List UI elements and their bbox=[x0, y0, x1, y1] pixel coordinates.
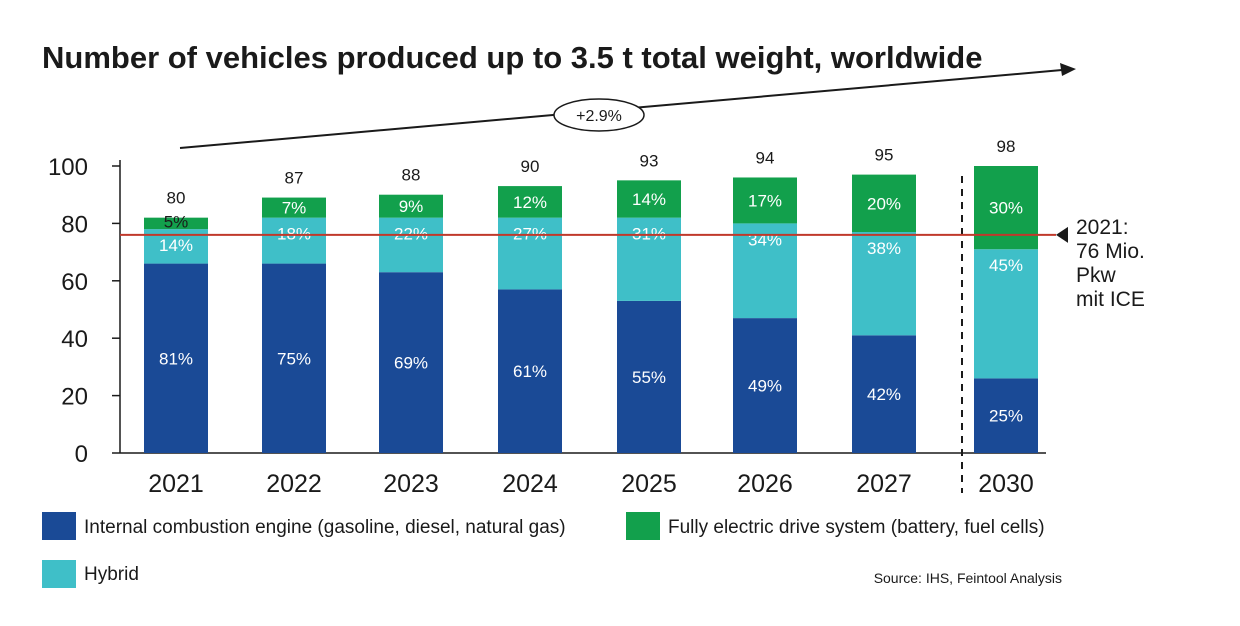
total-label: 93 bbox=[640, 151, 659, 170]
bar-segment bbox=[617, 300, 681, 453]
legend-label: Hybrid bbox=[84, 564, 139, 585]
data-label: 49% bbox=[748, 377, 782, 396]
chart-title: Number of vehicles produced up to 3.5 t … bbox=[42, 40, 982, 75]
legend-label: Fully electric drive system (battery, fu… bbox=[668, 517, 1045, 538]
data-label: 34% bbox=[748, 230, 782, 249]
y-tick-label: 100 bbox=[48, 154, 88, 181]
data-label: 55% bbox=[632, 368, 666, 387]
total-label: 98 bbox=[997, 137, 1016, 156]
bar-segment bbox=[379, 194, 443, 218]
x-tick-label: 2026 bbox=[737, 470, 793, 498]
bar-segment bbox=[852, 335, 916, 453]
bars: 81%14%5%8075%18%7%8769%22%9%8861%27%12%9… bbox=[144, 137, 1038, 493]
x-tick-label: 2023 bbox=[383, 470, 439, 498]
bar-segment bbox=[617, 217, 681, 301]
data-label: 75% bbox=[277, 349, 311, 368]
legend-swatch bbox=[42, 512, 76, 540]
growth-label: +2.9% bbox=[576, 108, 622, 125]
total-label: 87 bbox=[285, 169, 304, 188]
legend: Internal combustion engine (gasoline, di… bbox=[42, 512, 1045, 588]
x-tick-label: 2022 bbox=[266, 470, 322, 498]
bar-segment bbox=[852, 232, 916, 336]
x-tick-label: 2024 bbox=[502, 470, 558, 498]
growth-badge bbox=[553, 98, 645, 132]
bar-stack-2025: 55%31%14%93 bbox=[617, 151, 681, 453]
legend-swatch bbox=[42, 560, 76, 588]
bar-segment bbox=[733, 177, 797, 224]
data-label: 42% bbox=[867, 385, 901, 404]
data-label: 7% bbox=[282, 199, 307, 218]
bar-segment bbox=[733, 223, 797, 319]
bar-stack-2021: 81% 14% 5% 80 bbox=[144, 189, 208, 453]
reference-label-line: Pkw bbox=[1076, 264, 1117, 287]
bar-segment bbox=[733, 318, 797, 453]
legend-label: Internal combustion engine (gasoline, di… bbox=[84, 517, 566, 538]
reference-label-line: 76 Mio. bbox=[1076, 240, 1145, 263]
growth-annotation: +2.9% bbox=[179, 63, 1076, 149]
data-label: 69% bbox=[394, 354, 428, 373]
reference-label-line: mit ICE bbox=[1076, 288, 1145, 311]
bar-segment bbox=[974, 249, 1038, 379]
bar-segment bbox=[144, 217, 208, 230]
bar-stack-2022: 75%18%7%87 bbox=[262, 169, 326, 453]
total-label: 95 bbox=[875, 146, 894, 165]
y-tick-label: 60 bbox=[61, 269, 88, 296]
data-label: 38% bbox=[867, 239, 901, 258]
legend-item: Internal combustion engine (gasoline, di… bbox=[42, 512, 566, 540]
bar-segment bbox=[617, 180, 681, 218]
bar-stack-2023: 69%22%9%88 bbox=[379, 166, 443, 453]
data-label: 30% bbox=[989, 199, 1023, 218]
data-label: 25% bbox=[989, 407, 1023, 426]
data-label: 20% bbox=[867, 194, 901, 213]
legend-item: Fully electric drive system (battery, fu… bbox=[626, 512, 1045, 540]
bar-segment bbox=[974, 378, 1038, 453]
data-label: 14% bbox=[632, 190, 666, 209]
y-tick-label: 80 bbox=[61, 211, 88, 238]
total-label: 88 bbox=[402, 166, 421, 185]
bar-segment bbox=[379, 217, 443, 273]
bar-segment bbox=[262, 263, 326, 453]
bar-segment bbox=[498, 186, 562, 218]
data-label: 61% bbox=[513, 362, 547, 381]
x-tick-label: 2021 bbox=[148, 470, 204, 498]
total-label: 90 bbox=[521, 157, 540, 176]
y-tick-label: 20 bbox=[61, 384, 88, 411]
bar-segment bbox=[379, 272, 443, 453]
total-label: 94 bbox=[756, 148, 775, 167]
x-tick-label: 2025 bbox=[621, 470, 677, 498]
y-tick-label: 0 bbox=[75, 441, 88, 468]
bar-stack-2024: 61%27%12%90 bbox=[498, 157, 562, 453]
bar-stack-2026: 49% 34% 17% 94 bbox=[733, 148, 797, 453]
y-tick-label: 40 bbox=[61, 326, 88, 353]
legend-item: Hybrid bbox=[42, 560, 139, 588]
bar-segment bbox=[852, 174, 916, 233]
reference-arrow-icon bbox=[1056, 226, 1068, 243]
source-note: Source: IHS, Feintool Analysis bbox=[874, 570, 1062, 586]
data-label: 14% bbox=[159, 236, 193, 255]
data-label: 17% bbox=[748, 191, 782, 210]
x-tick-label: 2030 bbox=[978, 470, 1034, 498]
total-label: 80 bbox=[167, 189, 186, 208]
data-label: 12% bbox=[513, 193, 547, 212]
growth-arrowhead-icon bbox=[1060, 63, 1076, 76]
bar-stack-2030: 25% 45% 30% 98 bbox=[974, 137, 1038, 453]
data-label: 9% bbox=[399, 197, 424, 216]
bar-stack-2027: 42% 38% 20% 95 bbox=[852, 146, 916, 453]
x-tick-label: 2027 bbox=[856, 470, 912, 498]
bar-segment bbox=[262, 217, 326, 264]
bar-segment bbox=[498, 289, 562, 453]
x-axis-labels: 2021 2022 2023 2024 2025 2026 2027 2030 bbox=[148, 470, 1034, 498]
reference-label-line: 2021: bbox=[1076, 216, 1129, 239]
data-label: 5% bbox=[164, 213, 189, 232]
data-label: 45% bbox=[989, 256, 1023, 275]
legend-swatch bbox=[626, 512, 660, 540]
bar-segment bbox=[144, 263, 208, 453]
data-label: 81% bbox=[159, 349, 193, 368]
bar-segment bbox=[498, 217, 562, 290]
bar-segment bbox=[262, 197, 326, 218]
